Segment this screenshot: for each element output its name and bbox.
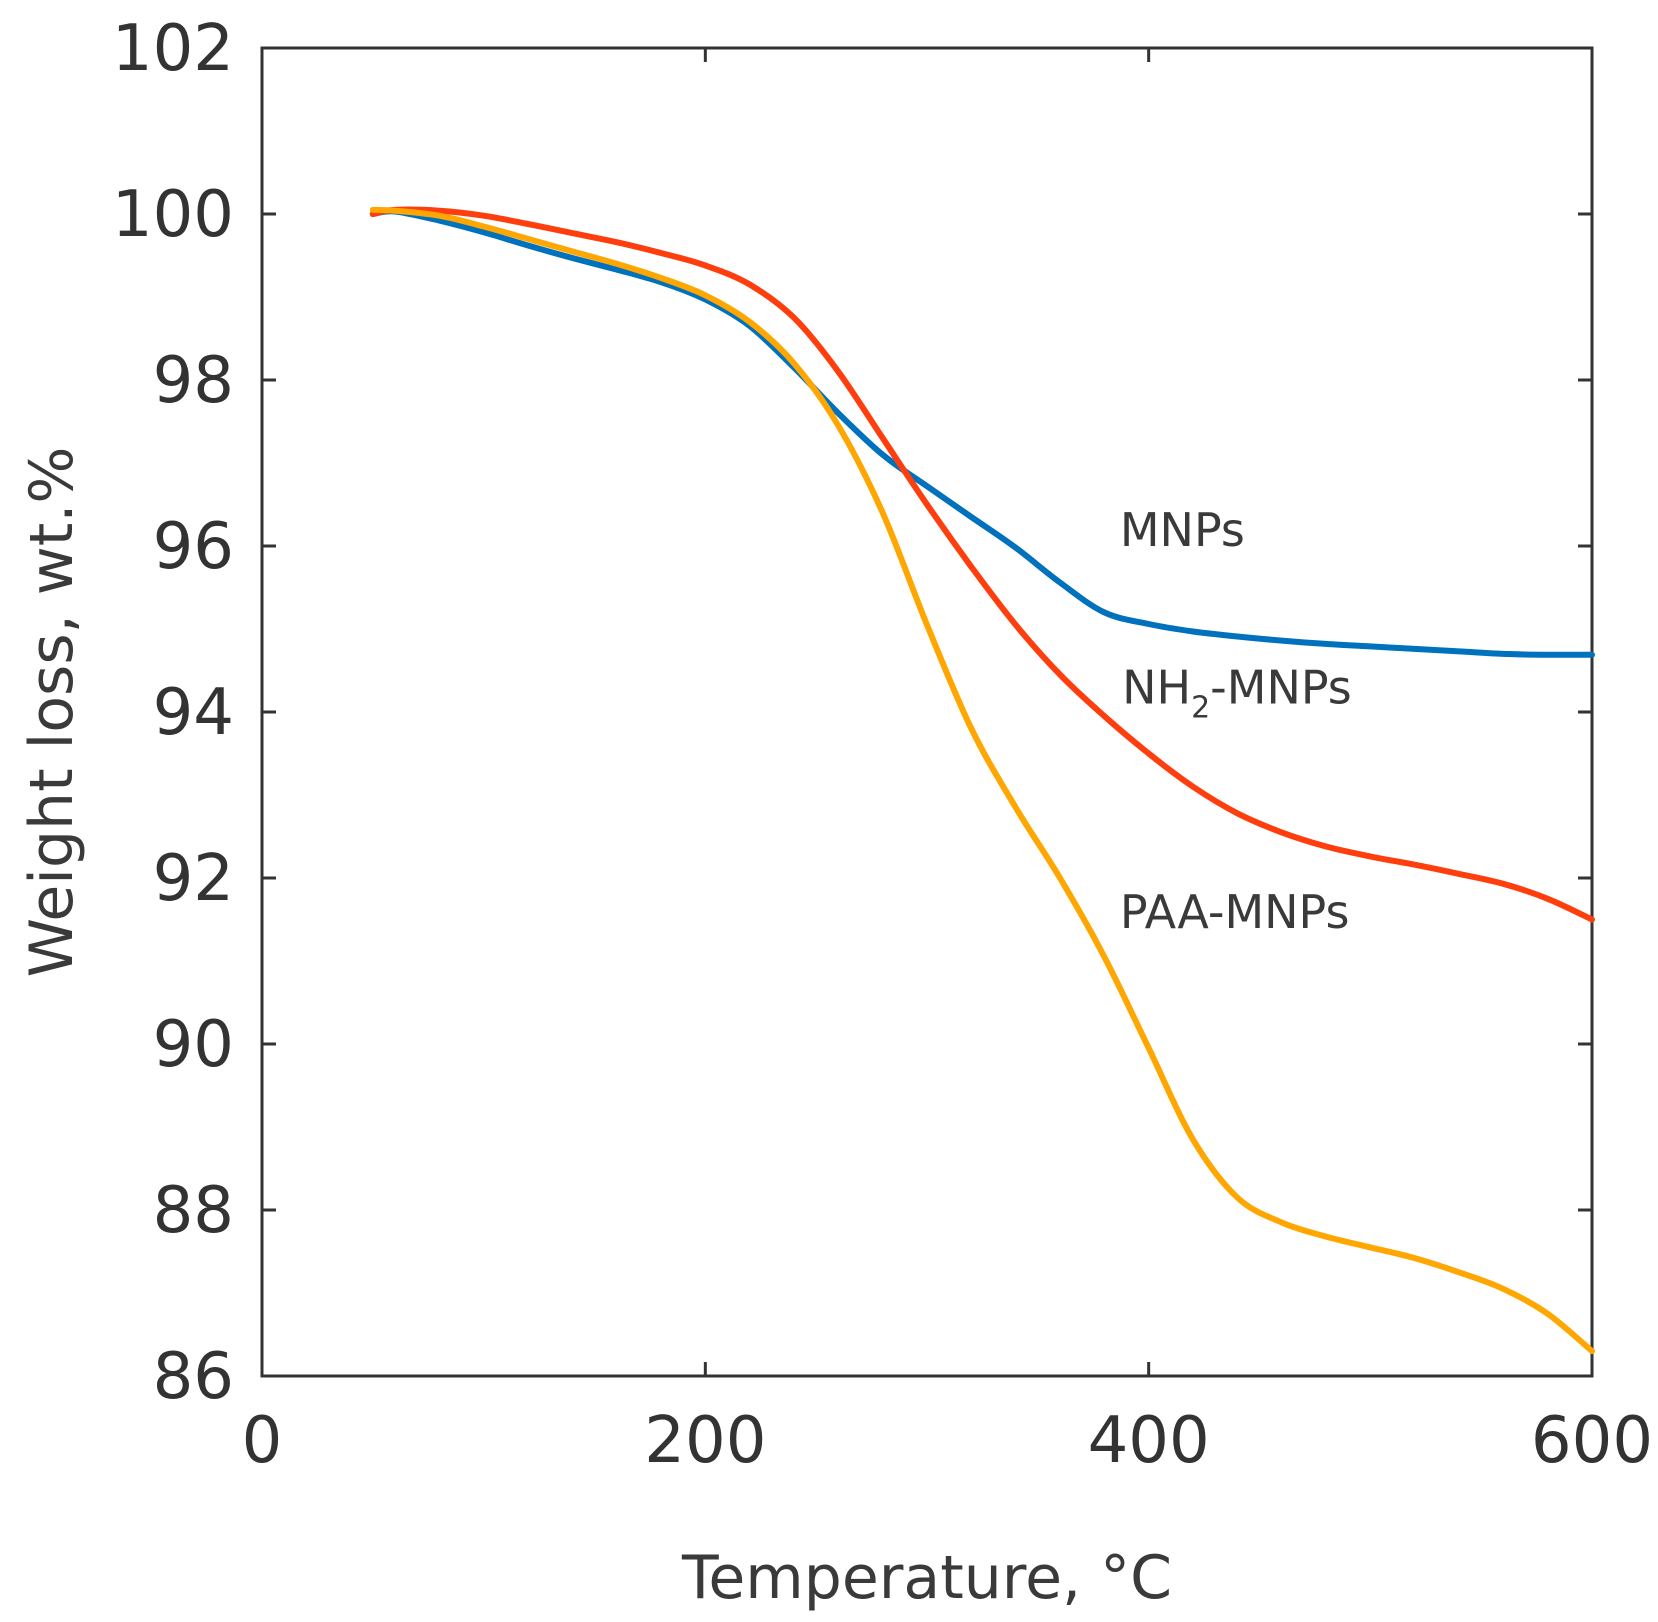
y-tick-label-102: 102 [112,12,234,86]
y-axis-title: Weight loss, wt.% [17,447,87,978]
series-label-nh2-mnps: NH2-MNPs [1122,661,1352,726]
y-tick-label-88: 88 [153,1174,234,1248]
axis-ticks: 0 200 400 600 86 88 90 92 94 96 98 100 102 [112,12,1653,1478]
series-lines [369,206,1595,1355]
y-tick-label-96: 96 [153,510,234,584]
x-axis-title: Temperature, °C [681,1543,1172,1613]
series-labels: MNPs NH2-MNPs PAA-MNPs [1120,503,1352,939]
plot-area [260,46,1594,1378]
y-tick-label-90: 90 [153,1008,234,1082]
y-tick-label-86: 86 [153,1340,234,1414]
x-tick-label-0: 0 [242,1404,283,1478]
y-tick-label-100: 100 [112,178,234,252]
series-label-paa-mnps: PAA-MNPs [1120,885,1350,939]
series-line-paa-mnps [369,206,1595,1355]
series-line-nh2-mnps [369,206,1595,923]
series-line-mnps [369,208,1595,658]
x-tick-label-200: 200 [644,1404,766,1478]
x-tick-label-400: 400 [1088,1404,1210,1478]
x-tick-label-600: 600 [1531,1404,1653,1478]
series-label-mnps: MNPs [1120,503,1245,557]
y-tick-label-98: 98 [153,344,234,418]
y-tick-label-94: 94 [153,676,234,750]
y-tick-label-92: 92 [153,842,234,916]
